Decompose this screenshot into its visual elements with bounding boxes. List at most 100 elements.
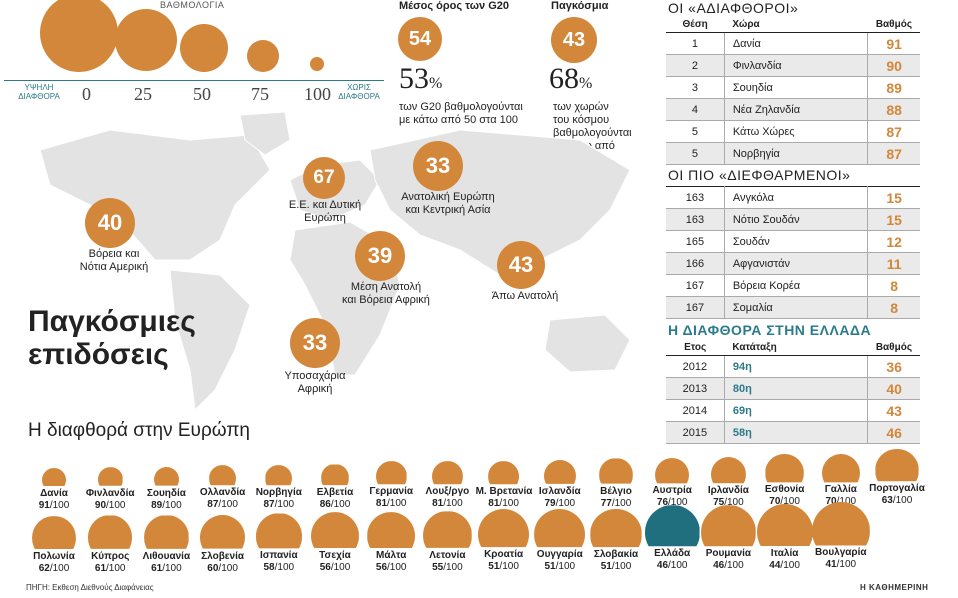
- legend-left-label: ΥΨΗΛΗ ΔΙΑΦΘΟΡΑ: [18, 83, 60, 101]
- greece-col-year: Ετος: [666, 340, 725, 356]
- europe-country-label: Πορτογαλία 63/100: [869, 483, 925, 506]
- australia-shape: [544, 314, 631, 373]
- europe-country-name: Κύπρος: [91, 550, 130, 562]
- europe-country-name: Ισπανία: [259, 550, 298, 562]
- europe-country-score: 81/100: [488, 498, 519, 510]
- g20-score-badge: 54: [398, 17, 442, 61]
- europe-bubble-24: [423, 511, 472, 548]
- europe-bubble-4: [209, 465, 236, 486]
- europe-bubble-25: [477, 508, 530, 548]
- europe-country-name: Δανία: [40, 487, 68, 499]
- europe-bubble-chart: Δανία 91/100 Φινλανδία 90/100 Σουηδία 89/100 Ο…: [0, 440, 958, 585]
- europe-country-score: 44/100: [769, 559, 800, 571]
- europe-country-name: Ελλάδα: [654, 548, 691, 560]
- g20-heading: Μέσος όρος των G20: [399, 0, 510, 12]
- europe-country-label: Ελβετία 86/100: [307, 487, 363, 510]
- table-row: 4 Νέα Ζηλανδία 88: [666, 98, 920, 121]
- legend-right-label: ΧΩΡΙΣ ΔΙΑΦΘΟΡΑ: [338, 83, 380, 101]
- europe-country-label: Ιρλανδία 75/100: [700, 485, 756, 508]
- legend-bubble-0: [40, 0, 118, 72]
- legend-title: ΒΑΘΜΟΛΟΓΙΑ: [160, 0, 225, 10]
- europe-country-label: Ιταλία 44/100: [757, 548, 813, 571]
- europe-country-score: 91/100: [38, 499, 70, 511]
- europe-country-name: Εσθονία: [764, 484, 805, 496]
- greenland-shape: [239, 111, 291, 156]
- table-row: 5 Νορβηγία 87: [666, 142, 920, 165]
- table-row: 2 Φινλανδία 90: [666, 54, 920, 77]
- europe-country-score: 56/100: [319, 562, 351, 574]
- europe-country-label: Μάλτα 56/100: [363, 550, 419, 573]
- table-row: 2014 69η 43: [666, 399, 920, 422]
- europe-country-label: Κύπρος 61/100: [82, 551, 138, 574]
- europe-country-name: Ιρλανδία: [707, 485, 749, 497]
- europe-country-label: Κροατία 51/100: [476, 549, 532, 572]
- europe-bubble-11: [599, 458, 633, 484]
- europe-country-name: Γαλλία: [824, 484, 857, 496]
- least-col-score: Βαθμός: [867, 17, 920, 33]
- europe-country-label: Εσθονία 70/100: [757, 484, 813, 507]
- europe-country-score: 75/100: [713, 497, 744, 509]
- europe-bubble-3: [153, 466, 180, 486]
- europe-bubble-2: [97, 467, 123, 486]
- europe-country-score: 90/100: [94, 499, 126, 511]
- europe-country-score: 51/100: [600, 561, 632, 573]
- region-badge-west-europe: 67: [303, 157, 345, 199]
- table-row: 2013 80η 40: [666, 377, 920, 400]
- legend-tick-75: 75: [251, 84, 269, 104]
- table-row: 166 Αφγανιστάν 11: [666, 252, 920, 275]
- europe-country-score: 46/100: [656, 560, 688, 572]
- europe-country-label: Λουξ/ργο 81/100: [419, 486, 475, 509]
- europe-bubble-23: [367, 512, 416, 549]
- legend-tick-0: 0: [82, 84, 91, 104]
- legend-bubble-75: [247, 40, 279, 72]
- map-title: Παγκόσμιες επιδόσεις: [28, 305, 196, 371]
- table-row: 2015 58η 46: [666, 421, 920, 444]
- europe-country-score: 61/100: [94, 562, 126, 574]
- europe-country-label: Τσεχία 56/100: [307, 550, 363, 573]
- europe-bubble-12: [655, 457, 690, 484]
- region-label-americas: Βόρεια και Νότια Αμερική: [79, 248, 149, 273]
- table-row: 167 Βόρεια Κορέα 8: [666, 274, 920, 297]
- europe-bubble-26: [534, 508, 586, 548]
- most-corrupt-table: 163 Ανγκόλα 15 163 Νότιο Σουδάν 15 165 Σουδάν…: [666, 186, 920, 319]
- europe-country-score: 81/100: [375, 498, 407, 510]
- europe-country-name: Φινλανδία: [85, 487, 135, 499]
- europe-bubble-29: [701, 505, 756, 547]
- europe-country-label: Βέλγιο 77/100: [588, 486, 644, 509]
- europe-country-label: Ολλανδία 87/100: [195, 487, 251, 510]
- europe-country-score: 56/100: [375, 562, 407, 574]
- region-label-sub-saharan-africa: Υποσαχάρια Αφρική: [284, 370, 346, 395]
- score-legend: ΒΑΘΜΟΛΟΓΙΑ ΥΨΗΛΗ ΔΙΑΦΘΟΡΑ 0 25 50 75 100…: [0, 0, 390, 110]
- europe-country-name: Μάλτα: [376, 550, 407, 562]
- europe-bubble-17: [32, 516, 76, 550]
- europe-bubble-22: [311, 512, 359, 549]
- europe-country-label: Λιθουανία 61/100: [138, 551, 194, 574]
- europe-country-label: Ουγγαρία 51/100: [532, 549, 588, 572]
- greece-table: Ετος Κατάταξη Βαθμός 2012 94η 36 2013 80η 40…: [666, 340, 920, 444]
- brand-logo: Η ΚΑΘΗΜΕΡΙΝΗ: [860, 583, 929, 592]
- europe-bubble-8: [431, 461, 463, 485]
- europe-country-name: Βουλγαρία: [815, 547, 867, 559]
- europe-bubble-28: [644, 505, 700, 547]
- region-badge-mena: 39: [355, 231, 405, 281]
- europe-country-label: Γερμανία 81/100: [363, 486, 419, 509]
- europe-bubble-19: [144, 515, 189, 549]
- europe-bubble-10: [543, 459, 576, 484]
- table-row: 165 Σουδάν 12: [666, 230, 920, 253]
- europe-country-name: Σουηδία: [146, 487, 186, 499]
- table-row: 3 Σουηδία 89: [666, 76, 920, 99]
- europe-country-score: 70/100: [769, 496, 800, 508]
- europe-country-name: Μ. Βρετανία: [475, 486, 533, 498]
- europe-country-name: Αυστρία: [652, 485, 692, 497]
- table-row: 1 Δανία 91: [666, 32, 920, 55]
- table-row: 167 Σομαλία 8: [666, 296, 920, 319]
- region-badge-sub-saharan-africa: 33: [290, 318, 340, 368]
- g20-description: των G20 βαθμολογούνται με κάτω από 50 στ…: [399, 101, 523, 126]
- europe-country-label: Σλοβακία 51/100: [588, 549, 644, 572]
- europe-bubble-31: [811, 501, 870, 546]
- europe-bubble-27: [590, 508, 642, 548]
- europe-country-name: Λετονία: [429, 549, 466, 561]
- europe-country-score: 86/100: [319, 499, 351, 511]
- europe-country-name: Ελβετία: [316, 487, 354, 499]
- region-label-far-east: Άπω Ανατολή: [491, 290, 559, 302]
